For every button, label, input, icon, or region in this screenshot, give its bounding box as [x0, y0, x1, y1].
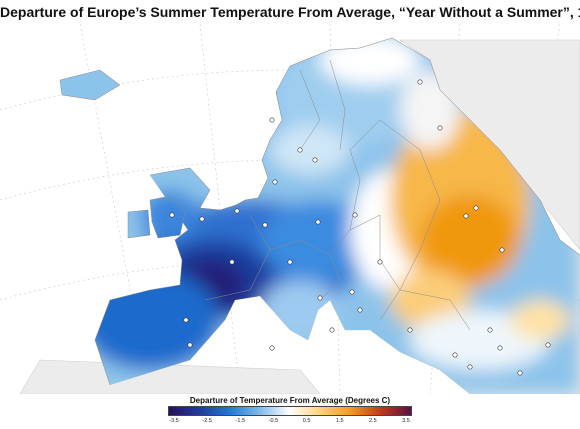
map-svg — [0, 24, 580, 394]
legend-tick-label: -2.5 — [202, 418, 212, 424]
legend-tick-label: 0.5 — [302, 418, 311, 424]
map-area — [0, 24, 580, 394]
station-markers — [169, 79, 551, 376]
legend-colorbar — [168, 406, 412, 416]
country-borders — [59, 37, 580, 386]
legend-tick-label: -1.5 — [235, 418, 246, 424]
legend-title: Departure of Temperature From Average (D… — [189, 396, 391, 405]
legend-ticks: -3.5 -2.5 -1.5 -0.5 0.5 1.5 2.5 3.5 — [168, 418, 412, 428]
legend-tick-label: -0.5 — [268, 418, 279, 424]
color-legend: Departure of Temperature From Average (D… — [0, 396, 580, 429]
map-title: Departure of Europe’s Summer Temperature… — [0, 4, 580, 20]
legend-tick-label: 2.5 — [369, 418, 377, 424]
legend-tick-label: 1.5 — [335, 418, 344, 424]
legend-tick-label: 3.5 — [402, 418, 410, 424]
legend-tick-label: -3.5 — [169, 418, 179, 424]
